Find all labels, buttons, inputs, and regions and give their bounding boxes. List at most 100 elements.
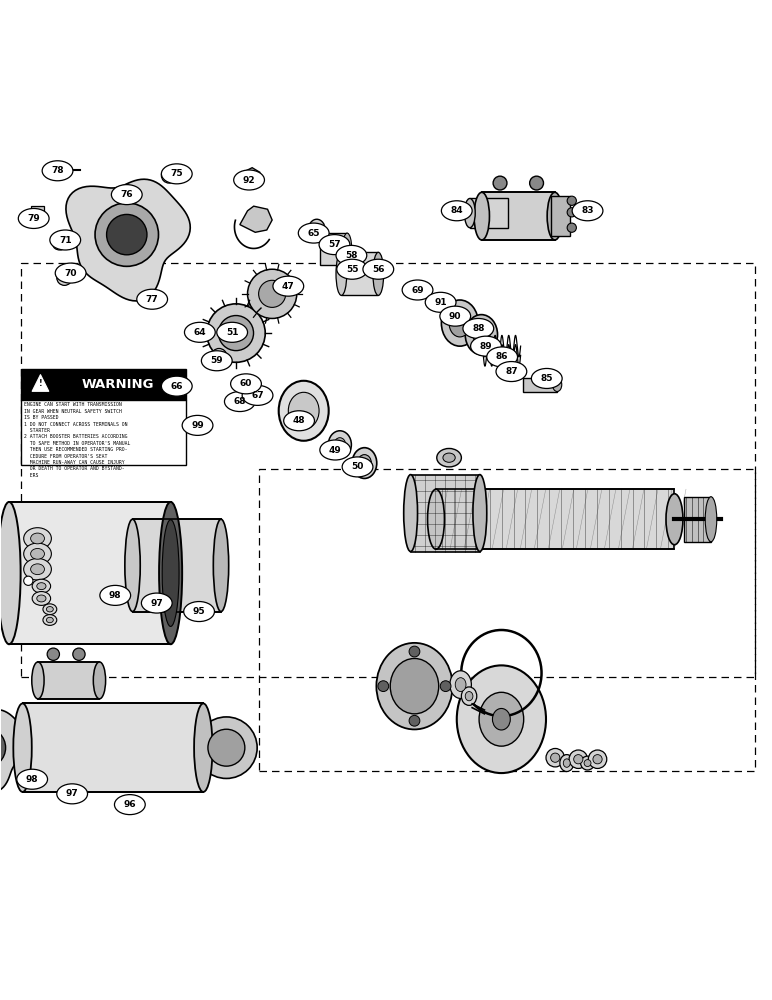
Circle shape <box>530 176 543 190</box>
Ellipse shape <box>546 748 564 767</box>
Circle shape <box>218 316 253 351</box>
Text: 87: 87 <box>505 367 518 376</box>
Ellipse shape <box>425 292 456 312</box>
Ellipse shape <box>250 388 256 394</box>
Ellipse shape <box>225 392 256 412</box>
Ellipse shape <box>463 318 493 338</box>
Ellipse shape <box>553 378 562 392</box>
Ellipse shape <box>493 708 510 730</box>
Ellipse shape <box>450 671 472 698</box>
Bar <box>523 378 557 392</box>
Ellipse shape <box>574 755 583 764</box>
Text: 98: 98 <box>25 775 39 784</box>
Circle shape <box>567 223 577 232</box>
Ellipse shape <box>242 385 273 405</box>
Ellipse shape <box>666 494 683 545</box>
Bar <box>341 252 378 295</box>
Ellipse shape <box>213 519 229 612</box>
Ellipse shape <box>43 604 57 615</box>
Ellipse shape <box>588 750 607 768</box>
Ellipse shape <box>373 252 384 295</box>
Ellipse shape <box>506 370 520 381</box>
Ellipse shape <box>428 489 445 549</box>
Ellipse shape <box>43 615 57 625</box>
Ellipse shape <box>442 201 472 221</box>
Circle shape <box>161 168 177 183</box>
Text: 91: 91 <box>435 298 447 307</box>
Text: 84: 84 <box>450 206 463 215</box>
Ellipse shape <box>569 750 587 768</box>
Bar <box>470 198 508 228</box>
Ellipse shape <box>487 347 517 367</box>
Text: 76: 76 <box>120 190 133 199</box>
Ellipse shape <box>547 192 563 240</box>
Circle shape <box>409 646 420 657</box>
Text: 47: 47 <box>282 282 295 291</box>
Ellipse shape <box>560 755 574 772</box>
Ellipse shape <box>125 519 141 612</box>
Text: 75: 75 <box>171 169 183 178</box>
Bar <box>551 196 571 236</box>
Ellipse shape <box>46 607 53 612</box>
Polygon shape <box>240 206 273 232</box>
Polygon shape <box>66 179 190 301</box>
Ellipse shape <box>217 322 248 342</box>
Ellipse shape <box>336 252 347 295</box>
Text: 49: 49 <box>329 446 341 455</box>
Ellipse shape <box>288 392 319 429</box>
Ellipse shape <box>437 448 462 467</box>
Ellipse shape <box>390 658 438 714</box>
Ellipse shape <box>479 692 523 746</box>
Ellipse shape <box>56 263 86 283</box>
Ellipse shape <box>564 759 571 767</box>
Text: 96: 96 <box>124 800 136 809</box>
Ellipse shape <box>337 259 367 279</box>
Ellipse shape <box>24 528 52 549</box>
Ellipse shape <box>457 665 546 773</box>
Ellipse shape <box>234 170 265 190</box>
Bar <box>22 703 203 792</box>
Text: 97: 97 <box>151 599 163 608</box>
Ellipse shape <box>215 352 223 360</box>
Ellipse shape <box>184 602 215 622</box>
Text: 79: 79 <box>27 214 40 223</box>
Text: 55: 55 <box>346 265 358 274</box>
Ellipse shape <box>239 375 252 387</box>
Ellipse shape <box>37 595 46 602</box>
Bar <box>21 369 186 400</box>
Circle shape <box>73 648 85 660</box>
Ellipse shape <box>473 475 487 552</box>
Ellipse shape <box>320 440 350 460</box>
Ellipse shape <box>162 520 179 626</box>
Ellipse shape <box>496 362 527 382</box>
Ellipse shape <box>584 760 591 767</box>
Ellipse shape <box>363 259 394 279</box>
Text: 71: 71 <box>59 236 72 245</box>
Ellipse shape <box>161 376 192 396</box>
Text: 83: 83 <box>581 206 594 215</box>
Bar <box>684 497 711 542</box>
Circle shape <box>440 681 451 692</box>
Ellipse shape <box>114 795 145 815</box>
Circle shape <box>567 208 577 217</box>
Text: 60: 60 <box>240 379 252 388</box>
Bar <box>259 469 755 771</box>
Ellipse shape <box>352 448 377 478</box>
Ellipse shape <box>273 276 303 296</box>
Ellipse shape <box>212 348 227 364</box>
Polygon shape <box>240 168 260 186</box>
Circle shape <box>493 176 507 190</box>
Circle shape <box>195 717 257 778</box>
Ellipse shape <box>37 583 46 590</box>
Ellipse shape <box>17 769 48 789</box>
Polygon shape <box>0 710 29 792</box>
Ellipse shape <box>31 533 45 544</box>
Ellipse shape <box>46 617 53 623</box>
Text: 58: 58 <box>345 251 357 260</box>
Text: 67: 67 <box>251 391 264 400</box>
Text: 68: 68 <box>234 397 246 406</box>
Circle shape <box>107 214 147 255</box>
Text: 95: 95 <box>193 607 205 616</box>
Ellipse shape <box>141 593 172 613</box>
Ellipse shape <box>308 219 325 241</box>
